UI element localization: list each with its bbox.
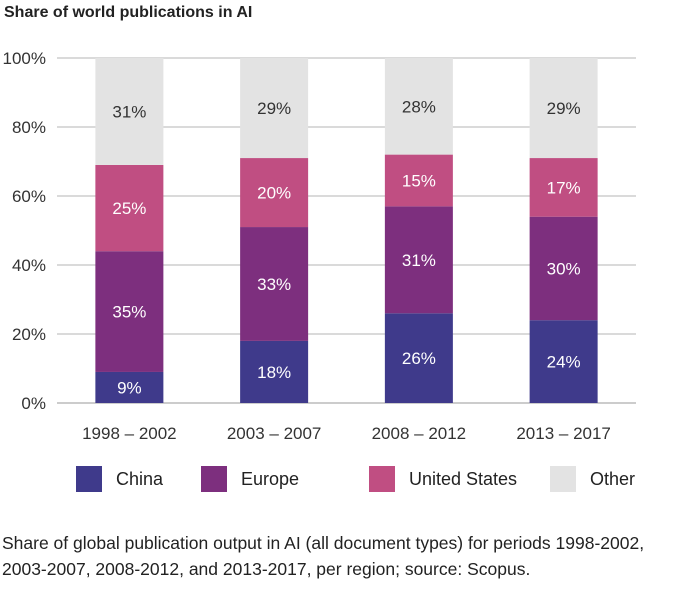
bar-segment [529,320,598,403]
data-label: 29% [257,99,291,118]
data-label: 24% [547,353,581,372]
bar-segment [384,206,453,314]
data-label: 31% [112,102,146,121]
bar-segment [529,58,598,159]
x-axis-ticks: 1998 – 2002 2003 – 2007 2008 – 2012 2013 – … [82,424,611,443]
legend-item-other: Other [550,466,635,492]
bar-segment [384,58,453,155]
data-label: 28% [402,97,436,116]
legend-label: China [116,468,164,489]
data-label: 30% [547,259,581,278]
data-label: 18% [257,363,291,382]
bar-segment [240,58,309,159]
legend-swatch [201,466,227,492]
bar-segment [95,164,164,252]
x-tick-label: 2008 – 2012 [372,424,467,443]
legend-item-united-states: United States [369,466,550,492]
bar-segment [240,227,309,341]
data-label: 29% [547,99,581,118]
data-label: 31% [402,251,436,270]
bars [95,58,598,403]
y-tick-label: 20% [12,325,46,344]
bar-segment [95,58,164,165]
data-label: 15% [402,171,436,190]
legend-label: Europe [241,468,300,489]
bar-segment [529,158,598,217]
legend-swatch [369,466,395,492]
data-label: 33% [257,275,291,294]
bar-segment [95,371,164,403]
x-tick-label: 2003 – 2007 [227,424,322,443]
y-tick-label: 0% [21,394,46,413]
bar-segment [384,154,453,207]
bar-segment [240,340,309,403]
y-tick-label: 100% [3,49,46,68]
legend-item-china: China [76,466,201,492]
legend-swatch [550,466,576,492]
legend-item-europe: Europe [201,466,369,492]
data-label: 9% [117,378,142,397]
legend: China Europe United States Other [76,466,635,492]
y-tick-label: 60% [12,187,46,206]
y-axis-ticks: 0% 20% 40% 60% 80% 100% [3,49,46,413]
x-tick-label: 2013 – 2017 [516,424,611,443]
bar-segment [529,216,598,321]
data-label: 17% [547,178,581,197]
legend-label: United States [409,468,518,489]
figure-caption: Share of global publication output in AI… [2,533,645,579]
bar-segment [95,251,164,372]
legend-label: Other [590,468,636,489]
bar-segment [384,313,453,403]
data-label: 26% [402,349,436,368]
data-label: 35% [112,303,146,322]
y-tick-label: 80% [12,118,46,137]
data-labels: 9% 35% 25% 31% 18% 33% 20% 29% 26% 31% 15% 28% 24% 30… [112,97,580,397]
data-label: 25% [112,199,146,218]
bar-segment [240,158,309,228]
y-tick-label: 40% [12,256,46,275]
chart-title: Share of world publications in AI [4,4,253,21]
x-tick-label: 1998 – 2002 [82,424,177,443]
stacked-bar-chart: 0% 20% 40% 60% 80% 100% 9% 35% 25% 31% 18% 33% 20% 2… [3,49,636,443]
legend-swatch [76,466,102,492]
data-label: 20% [257,184,291,203]
